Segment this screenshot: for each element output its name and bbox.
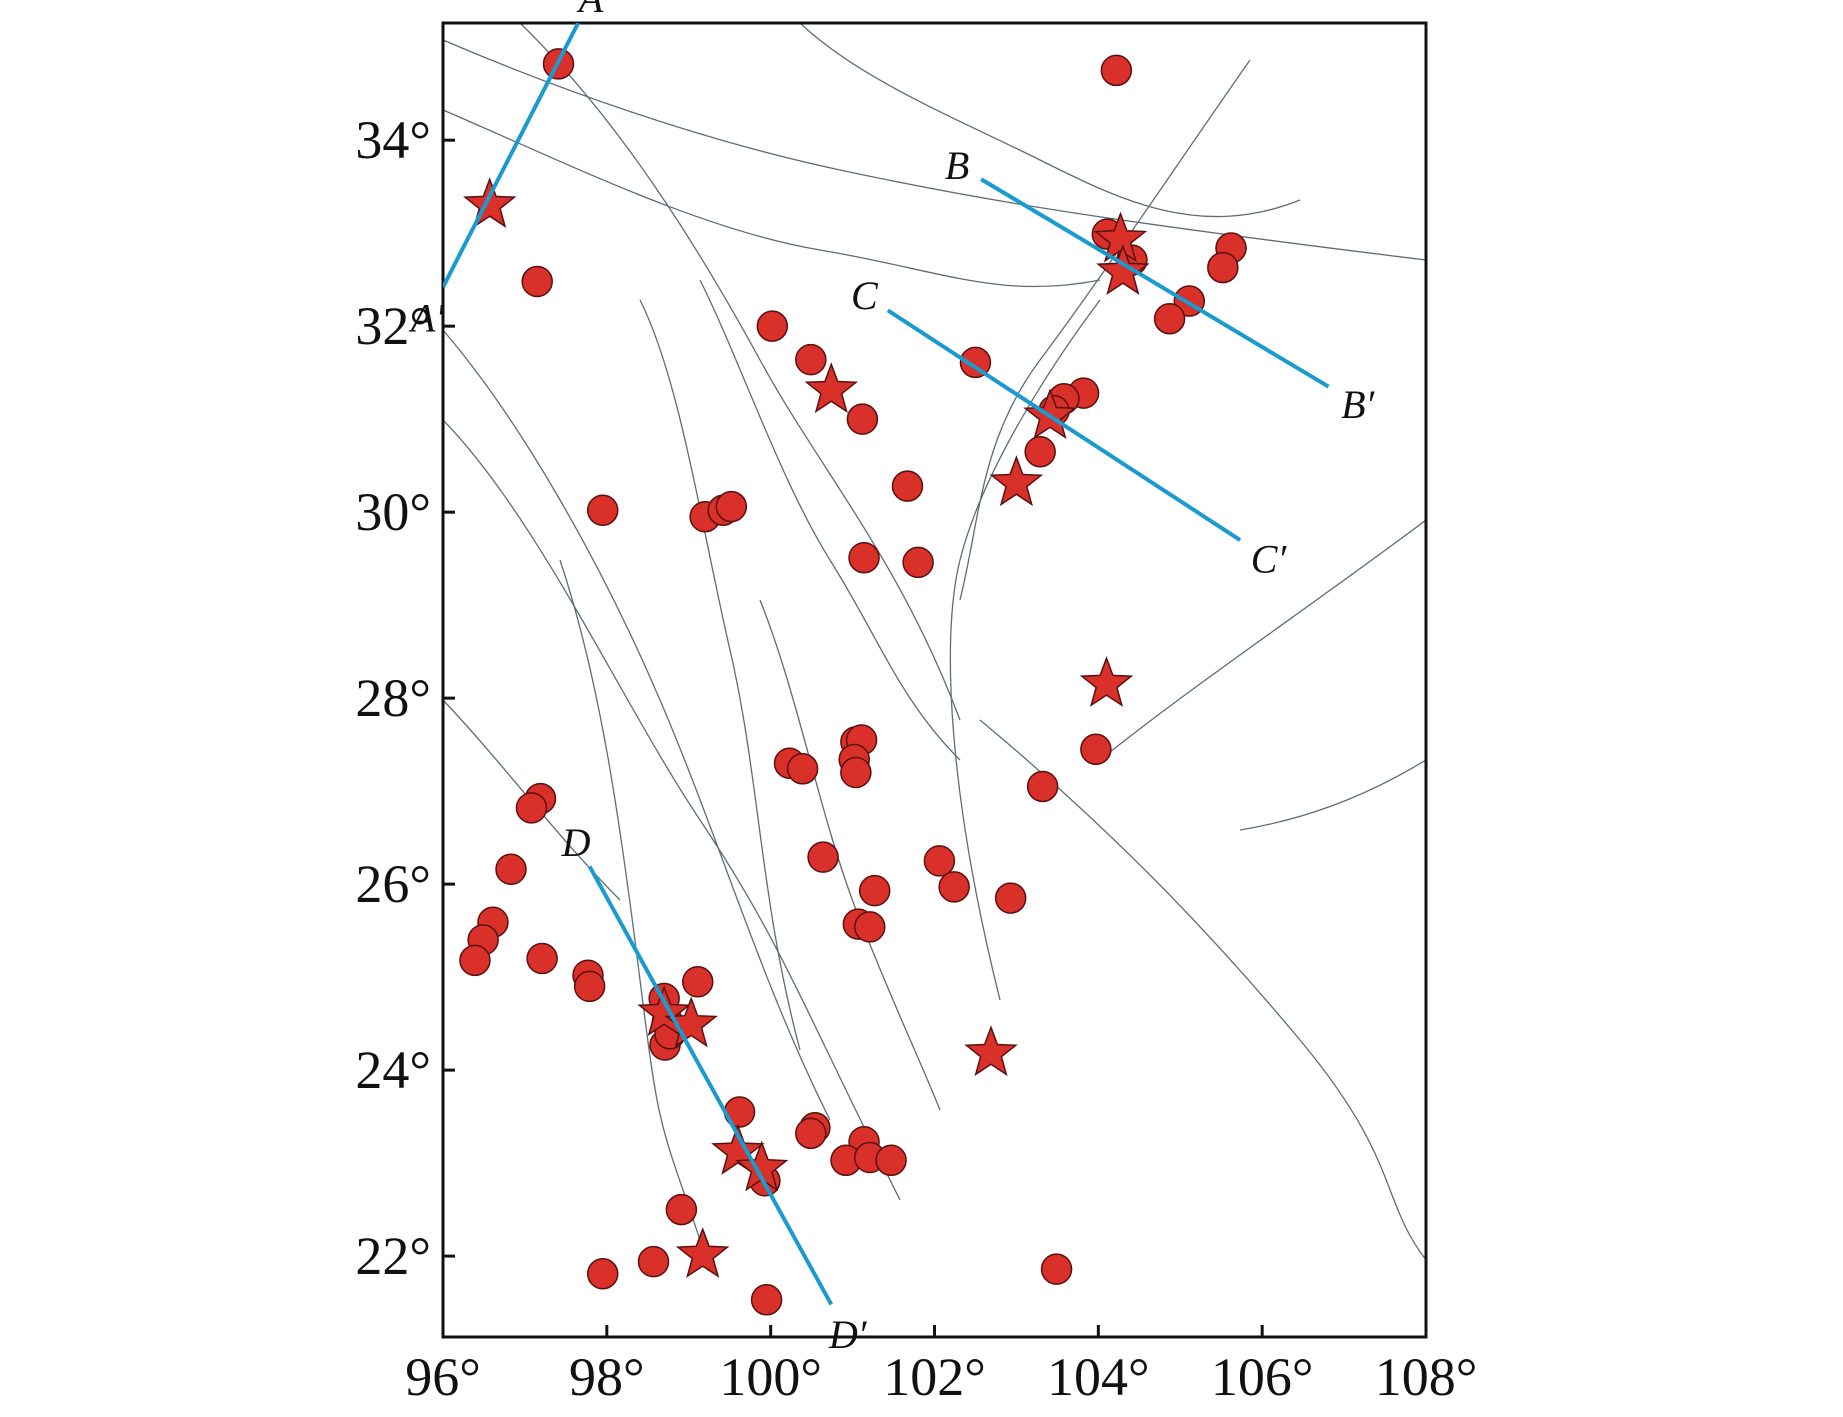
earthquake-star [675,1227,730,1278]
profile-end-label: B′ [1341,382,1375,427]
profile-end-label: D′ [828,1312,868,1357]
earthquake-point [938,871,970,903]
earthquake-point [586,1258,619,1290]
profile-start-label: D [561,820,591,865]
y-tick-label: 34° [355,110,431,170]
earthquake-point [1207,251,1239,284]
earthquake-star [1079,656,1134,707]
earthquake-point [846,403,879,435]
plot-frame [441,21,1428,1339]
x-tick-label: 98° [569,1347,645,1407]
fault-lines [443,23,1426,1261]
earthquake-point [1040,1253,1073,1285]
x-tick-label: 104° [1047,1347,1150,1407]
earthquake-point [795,1117,827,1150]
profile-start-label: B [945,143,969,188]
profile-line [443,23,580,289]
profile-start-label: A [576,0,604,21]
x-tick-label: 106° [1211,1347,1314,1407]
profile-start-label: C [851,273,879,318]
profile-line [587,865,834,1306]
profile-end-label: C′ [1251,537,1288,582]
earthquake-star [637,985,691,1037]
earthquake-point [786,753,819,785]
earthquake-point [854,911,886,943]
x-tick-label: 108° [1375,1347,1478,1407]
earthquake-point [858,874,891,907]
earthquake-star [804,362,859,414]
earthquake-point [573,970,606,1003]
profile-line [886,308,1242,542]
earthquake-point [750,1284,783,1316]
earthquake-point [756,310,789,342]
y-tick-label: 28° [355,668,431,728]
earthquake-point [848,541,880,574]
earthquake-point [1100,54,1133,87]
earthquake-point [495,853,527,885]
earthquake-star [989,455,1044,507]
earthquake-point [902,546,934,579]
y-tick-label: 24° [355,1040,431,1100]
earthquake-point [807,841,839,873]
earthquake-point [1026,770,1059,803]
x-tick-label: 102° [883,1347,986,1407]
earthquake-point [682,966,714,998]
earthquake-point [586,494,619,527]
earthquake-point [891,470,924,502]
earthquake-point [1024,435,1056,468]
profile-end-label: A′ [408,295,445,340]
earthquake-point [665,1193,698,1226]
earthquake-point [840,756,872,789]
earthquake-point [526,942,558,975]
data-layer [443,23,1330,1316]
earthquake-point [959,346,992,379]
earthquake-star [711,1123,765,1175]
earthquake-point [994,882,1027,914]
earthquake-star [462,177,517,229]
earthquake-point [1080,733,1112,766]
x-tick-label: 100° [719,1347,822,1407]
earthquake-point [923,845,956,877]
earthquake-star [1096,244,1150,296]
earthquake-point [459,944,491,977]
x-tick-label: 96° [405,1347,481,1407]
profile-line [980,177,1330,389]
earthquake-star [964,1025,1018,1077]
earthquake-point [515,792,548,824]
y-tick-label: 26° [355,854,431,914]
earthquake-point [715,490,748,523]
earthquake-point [1153,302,1186,335]
earthquake-point [795,343,827,376]
y-tick-label: 32° [355,296,431,356]
earthquake-point [521,265,553,298]
y-tick-label: 22° [355,1226,431,1286]
earthquake-point [637,1245,670,1278]
earthquake-point [875,1144,907,1177]
y-tick-label: 30° [355,482,431,542]
